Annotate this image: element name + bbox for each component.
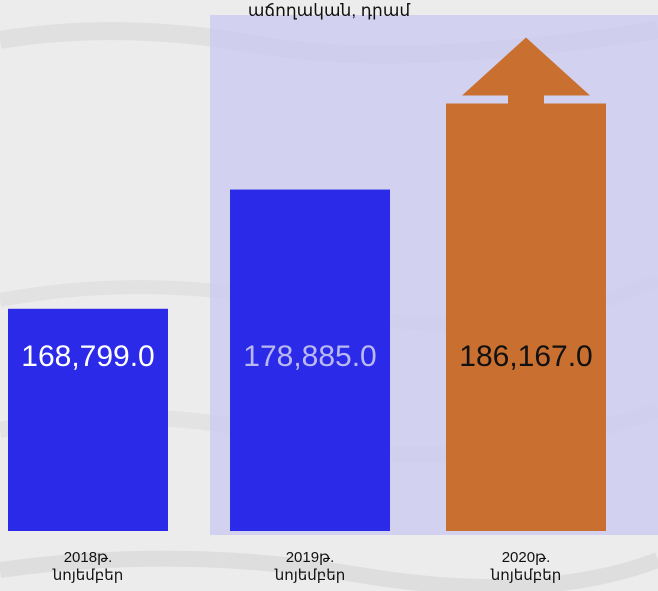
chart-title: աճողական, դրամ (247, 1, 411, 20)
bar-value-label-1: 178,885.0 (243, 340, 376, 373)
bar-value-label-2: 186,167.0 (459, 340, 592, 373)
x-tick-label-2018: 2018թ. նոյեմբեր (52, 549, 124, 584)
growth-arrow-icon (462, 37, 590, 104)
x-tick-label-2020: 2020թ. նոյեմբեր (490, 549, 562, 584)
bar-value-label-0: 168,799.0 (21, 340, 154, 373)
bar-1 (230, 189, 390, 531)
x-tick-label-2019: 2019թ. նոյեմբեր (274, 549, 346, 584)
bar-0 (8, 308, 168, 531)
bar-2 (446, 103, 606, 531)
